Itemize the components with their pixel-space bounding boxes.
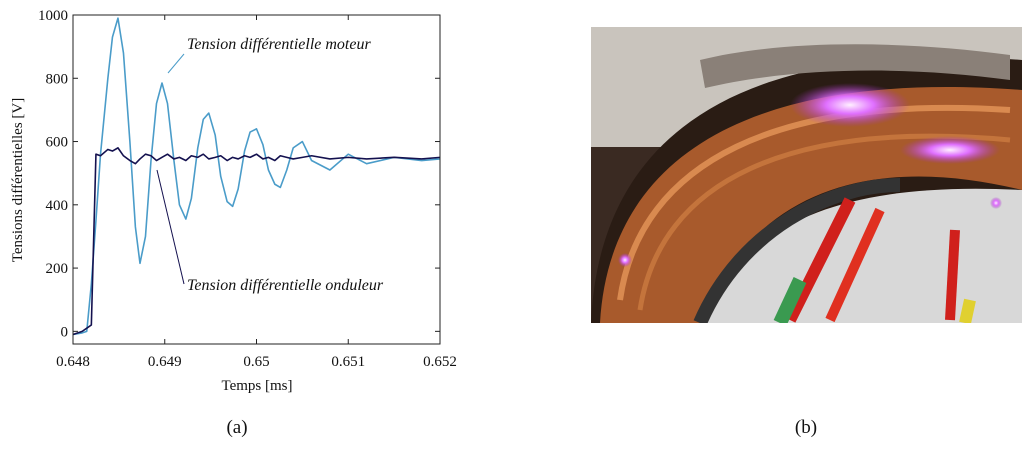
x-axis-label: Temps [ms] — [221, 378, 292, 394]
plot-frame — [73, 15, 440, 344]
y-tick-label: 600 — [46, 135, 69, 151]
x-tick-label: 0.648 — [56, 354, 90, 370]
y-axis-label: Tensions différentielles [V] — [10, 98, 26, 262]
x-tick-label: 0.652 — [423, 354, 457, 370]
y-tick-label: 0 — [61, 324, 69, 340]
figure: Temps [ms] Tensions différentielles [V] … — [0, 0, 1033, 444]
annotation: Tension différentielle onduleur — [187, 277, 384, 294]
x-tick-label: 0.649 — [148, 354, 182, 370]
y-tick-label: 400 — [46, 198, 69, 214]
data-line — [73, 148, 440, 335]
leader-line — [168, 54, 184, 73]
caption: (a) — [226, 417, 247, 438]
leader-line — [157, 170, 184, 284]
annotation: Tension différentielle moteur — [187, 36, 371, 53]
y-tick-label: 1000 — [38, 8, 68, 24]
y-tick-label: 800 — [46, 71, 69, 87]
y-tick-label: 200 — [46, 261, 69, 277]
caption: (b) — [795, 417, 817, 438]
x-tick-label: 0.65 — [243, 354, 269, 370]
x-tick-label: 0.651 — [331, 354, 365, 370]
photo — [591, 27, 1022, 323]
